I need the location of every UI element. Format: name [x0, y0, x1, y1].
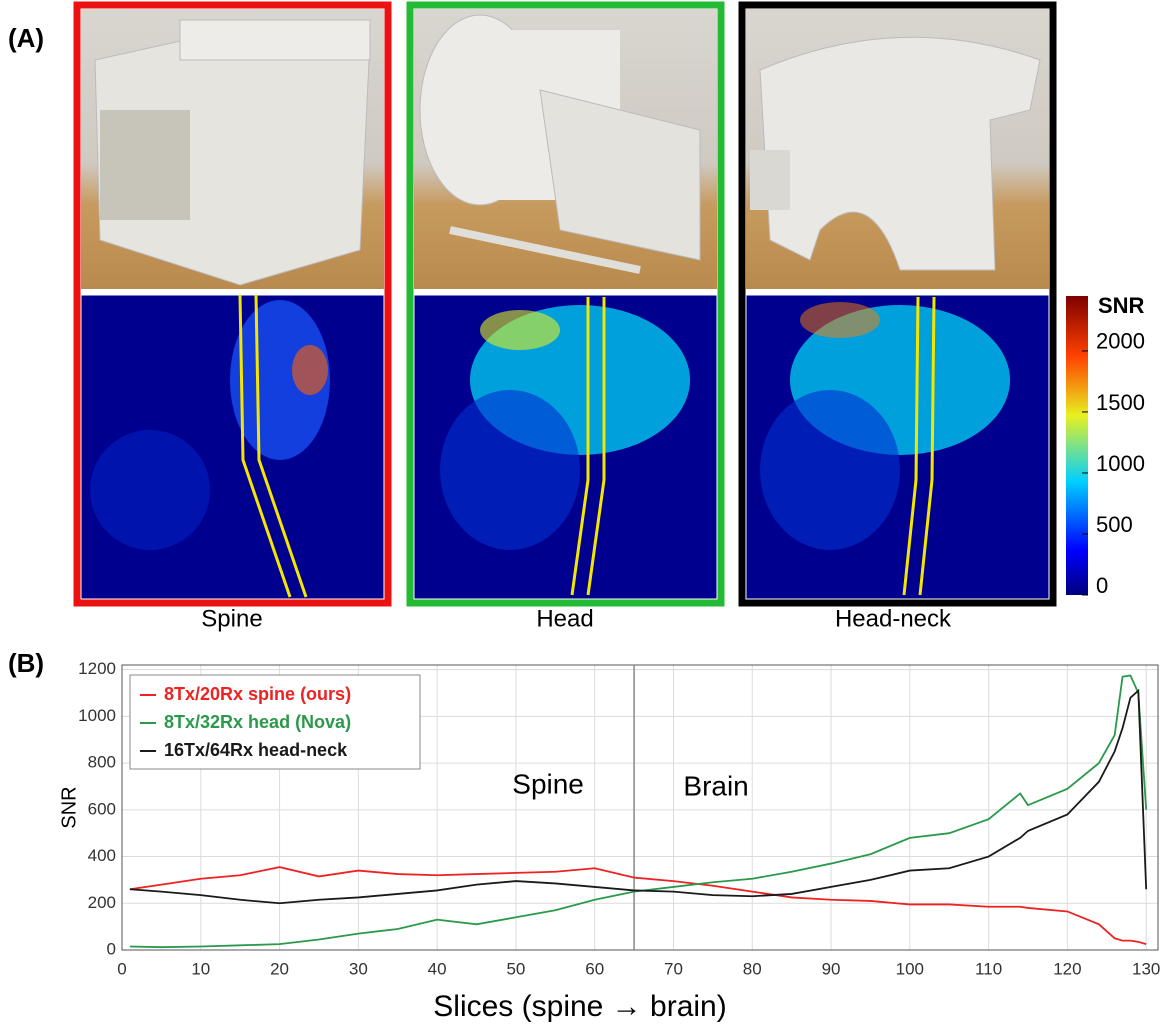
colorbar-tick-label: 0: [1096, 573, 1108, 598]
photo: [414, 9, 717, 289]
image-caption: Spine: [201, 605, 262, 632]
panel-label: (A): [8, 23, 44, 53]
x-tick-label: 50: [506, 959, 525, 978]
snr-map: [81, 295, 384, 599]
snr-map: [414, 295, 717, 599]
x-tick-label: 80: [743, 959, 762, 978]
x-tick-label: 70: [664, 959, 683, 978]
legend-label: 8Tx/32Rx head (Nova): [164, 712, 351, 732]
image-caption: Head-neck: [835, 605, 952, 632]
x-tick-label: 0: [117, 959, 126, 978]
x-tick-label: 40: [428, 959, 447, 978]
x-tick-label: 60: [585, 959, 604, 978]
y-tick-label: 0: [107, 939, 116, 958]
x-tick-label: 90: [822, 959, 841, 978]
x-tick-label: 20: [270, 959, 289, 978]
x-tick-label: 100: [896, 959, 924, 978]
x-tick-label: 120: [1053, 959, 1081, 978]
y-tick-label: 1200: [78, 659, 116, 678]
y-tick-label: 1000: [78, 706, 116, 725]
colorbar-tick-label: 1000: [1096, 451, 1145, 476]
snr-map: [746, 295, 1049, 599]
x-tick-label: 110: [975, 959, 1002, 978]
figure: (A) SN: [0, 0, 1165, 1026]
colorbar: [1066, 296, 1088, 595]
x-tick-label: 130: [1132, 959, 1160, 978]
colorbar-tick-label: 500: [1096, 512, 1133, 537]
colorbar-tick-label: 1500: [1096, 390, 1145, 415]
annotation: Spine: [512, 768, 584, 799]
image-caption: Head: [536, 605, 593, 632]
legend-label: 8Tx/20Rx spine (ours): [164, 684, 351, 704]
x-tick-label: 10: [191, 959, 210, 978]
panel-label: (B): [8, 648, 44, 678]
x-tick-label: 30: [349, 959, 368, 978]
photo: [81, 9, 384, 289]
y-tick-label: 600: [88, 799, 116, 818]
x-axis-label: Slices (spine → brain): [433, 990, 726, 1023]
photo: [746, 9, 1049, 289]
y-tick-label: 200: [88, 893, 116, 912]
colorbar-tick-label: 2000: [1096, 329, 1145, 354]
annotation: Brain: [683, 770, 748, 801]
legend-label: 16Tx/64Rx head-neck: [164, 740, 348, 760]
y-axis-label: SNR: [58, 786, 80, 828]
y-tick-label: 400: [88, 846, 116, 865]
y-tick-label: 800: [88, 753, 116, 772]
colorbar-title: SNR: [1098, 293, 1145, 318]
